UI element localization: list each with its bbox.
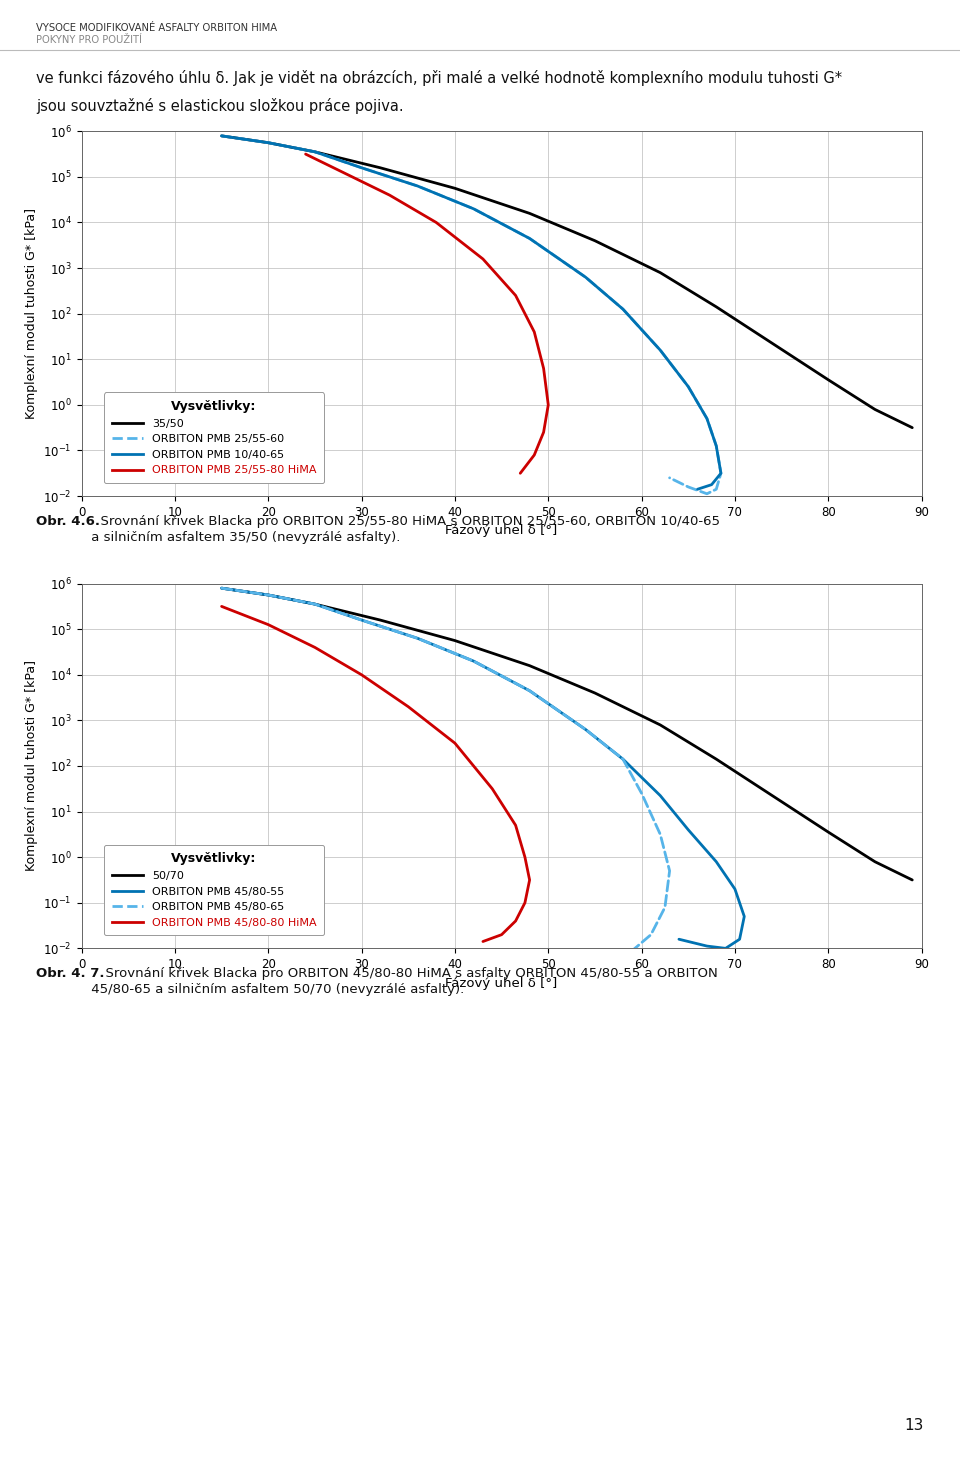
Text: POKYNY PRO POUŽITÍ: POKYNY PRO POUŽITÍ [36, 35, 142, 45]
Legend: 50/70, ORBITON PMB 45/80-55, ORBITON PMB 45/80-65, ORBITON PMB 45/80-80 HiMA: 50/70, ORBITON PMB 45/80-55, ORBITON PMB… [104, 845, 324, 935]
Text: 13: 13 [904, 1418, 924, 1433]
Text: Obr. 4. 7.: Obr. 4. 7. [36, 967, 105, 980]
X-axis label: Fázový uhel δ [°]: Fázový uhel δ [°] [445, 976, 558, 989]
Legend: 35/50, ORBITON PMB 25/55-60, ORBITON PMB 10/40-65, ORBITON PMB 25/55-80 HiMA: 35/50, ORBITON PMB 25/55-60, ORBITON PMB… [104, 392, 324, 483]
Y-axis label: Komplexní modul tuhosti G* [kPa]: Komplexní modul tuhosti G* [kPa] [25, 661, 37, 871]
Y-axis label: Komplexní modul tuhosti G* [kPa]: Komplexní modul tuhosti G* [kPa] [25, 209, 37, 419]
Text: ve funkci fázového úhlu δ. Jak je vidět na obrázcích, při malé a velké hodnotě k: ve funkci fázového úhlu δ. Jak je vidět … [36, 70, 843, 114]
Text: 45/80-65 a silničním asfaltem 50/70 (nevyzrálé asfalty).: 45/80-65 a silničním asfaltem 50/70 (nev… [36, 983, 465, 996]
X-axis label: Fázový uhel δ [°]: Fázový uhel δ [°] [445, 524, 558, 537]
Text: Obr. 4.6.: Obr. 4.6. [36, 515, 101, 528]
Text: Srovnání křivek Blacka pro ORBITON 25/55-80 HiMA s ORBITON 25/55-60, ORBITON 10/: Srovnání křivek Blacka pro ORBITON 25/55… [92, 515, 720, 528]
Text: VYSOCE MODIFIKOVANÉ ASFALTY ORBITON HIMA: VYSOCE MODIFIKOVANÉ ASFALTY ORBITON HIMA [36, 23, 277, 34]
Text: a silničním asfaltem 35/50 (nevyzrálé asfalty).: a silničním asfaltem 35/50 (nevyzrálé as… [36, 531, 401, 544]
Text: Srovnání křivek Blacka pro ORBITON 45/80-80 HiMA s asfalty ORBITON 45/80-55 a OR: Srovnání křivek Blacka pro ORBITON 45/80… [97, 967, 718, 980]
